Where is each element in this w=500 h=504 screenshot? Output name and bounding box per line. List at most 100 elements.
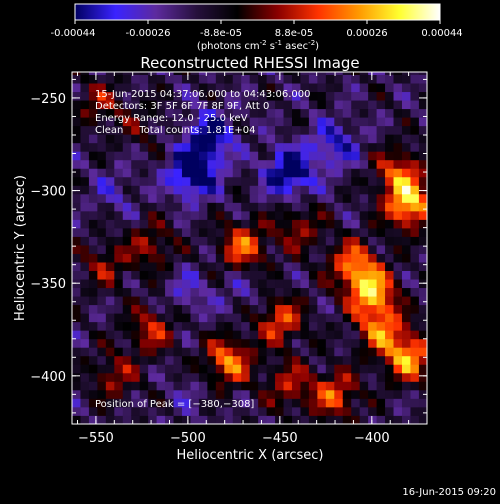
heatmap-cell (105, 134, 115, 144)
heatmap-cell (368, 219, 377, 229)
heatmap-cell (173, 245, 183, 254)
heatmap-cell (105, 151, 115, 161)
heatmap-cell (190, 304, 200, 314)
heatmap-cell (376, 398, 386, 408)
heatmap-cell (80, 151, 90, 161)
heatmap-cell (351, 176, 361, 186)
heatmap-cell (291, 347, 301, 357)
heatmap-cell (139, 279, 149, 289)
heatmap-cell (105, 193, 115, 203)
heatmap-cell (291, 296, 301, 306)
heatmap-cell (401, 100, 411, 110)
heatmap-cell (410, 168, 420, 178)
heatmap-cell (325, 262, 335, 271)
heatmap-cell (385, 142, 394, 152)
heatmap-cell (258, 287, 268, 297)
heatmap-cell (410, 72, 420, 75)
heatmap-cell (393, 304, 403, 314)
heatmap-cell (122, 219, 132, 229)
heatmap-cell (97, 347, 107, 357)
heatmap-cell (80, 202, 90, 212)
heatmap-cell (342, 364, 352, 374)
heatmap-cell (72, 159, 81, 169)
heatmap-cell (283, 398, 293, 408)
heatmap-cell (291, 236, 301, 246)
heatmap-cell (224, 91, 234, 101)
heatmap-cell (385, 287, 394, 297)
heatmap-cell (325, 381, 335, 391)
heatmap-cell (198, 287, 208, 297)
heatmap-cell (275, 262, 284, 271)
heatmap-cell (249, 142, 259, 152)
heatmap-cell (317, 253, 327, 263)
heatmap-cell (376, 185, 386, 195)
heatmap-cell (114, 227, 124, 237)
heatmap-cell (283, 406, 293, 416)
heatmap-cell (385, 219, 394, 229)
heatmap-cell (300, 202, 310, 212)
heatmap-cell (334, 236, 344, 246)
heatmap-cell (72, 287, 81, 297)
heatmap-cell (325, 287, 335, 297)
heatmap-cell (156, 253, 166, 263)
heatmap-cell (385, 193, 394, 203)
heatmap-cell (241, 304, 251, 314)
heatmap-cell (88, 347, 98, 357)
heatmap-cell (224, 168, 234, 178)
heatmap-cell (88, 245, 98, 254)
heatmap-cell (418, 100, 427, 110)
heatmap-cell (368, 262, 377, 271)
heatmap-cell (207, 270, 217, 280)
heatmap-cell (266, 210, 276, 220)
heatmap-cell (139, 202, 149, 212)
heatmap-cell (385, 398, 394, 408)
heatmap-cell (105, 381, 115, 391)
heatmap-cell (351, 389, 361, 399)
heatmap-cell (72, 202, 81, 212)
heatmap-cell (410, 227, 420, 237)
heatmap-cell (418, 270, 427, 280)
heatmap-cell (114, 219, 124, 229)
heatmap-cell (266, 313, 276, 323)
heatmap-cell (207, 321, 217, 331)
heatmap-cell (325, 389, 335, 399)
heatmap-cell (266, 372, 276, 382)
timestamp: 16-Jun-2015 09:20 (402, 487, 496, 498)
heatmap-cell (97, 398, 107, 408)
heatmap-cell (122, 347, 132, 357)
heatmap-cell (198, 142, 208, 152)
y-tick-label: −350 (30, 277, 66, 292)
heatmap-cell (105, 262, 115, 271)
heatmap-cell (410, 355, 420, 365)
heatmap-cell (156, 159, 166, 169)
heatmap-cell (207, 372, 217, 382)
x-tick-label: −500 (170, 431, 206, 446)
heatmap-cell (198, 210, 208, 220)
heatmap-cell (224, 287, 234, 297)
heatmap-cell (249, 210, 259, 220)
heatmap-cell (173, 253, 183, 263)
heatmap-cell (173, 202, 183, 212)
heatmap-cell (291, 381, 301, 391)
heatmap-cell (232, 72, 242, 75)
heatmap-cell (275, 313, 284, 323)
heatmap-cell (283, 364, 293, 374)
heatmap-cell (300, 125, 310, 135)
heatmap-cell (139, 330, 149, 340)
heatmap-cell (165, 355, 174, 365)
heatmap-cell (215, 72, 225, 75)
heatmap-cell (291, 364, 301, 374)
heatmap-cell (291, 372, 301, 382)
heatmap-cell (342, 108, 352, 118)
heatmap-cell (325, 364, 335, 374)
heatmap-cell (410, 159, 420, 169)
heatmap-cell (139, 347, 149, 357)
heatmap-cell (401, 176, 411, 186)
heatmap-cell (266, 91, 276, 101)
heatmap-cell (308, 168, 318, 178)
heatmap-cell (198, 304, 208, 314)
heatmap-cell (308, 406, 318, 416)
heatmap-cell (359, 296, 369, 306)
heatmap-cell (376, 159, 386, 169)
heatmap-cell (232, 142, 242, 152)
